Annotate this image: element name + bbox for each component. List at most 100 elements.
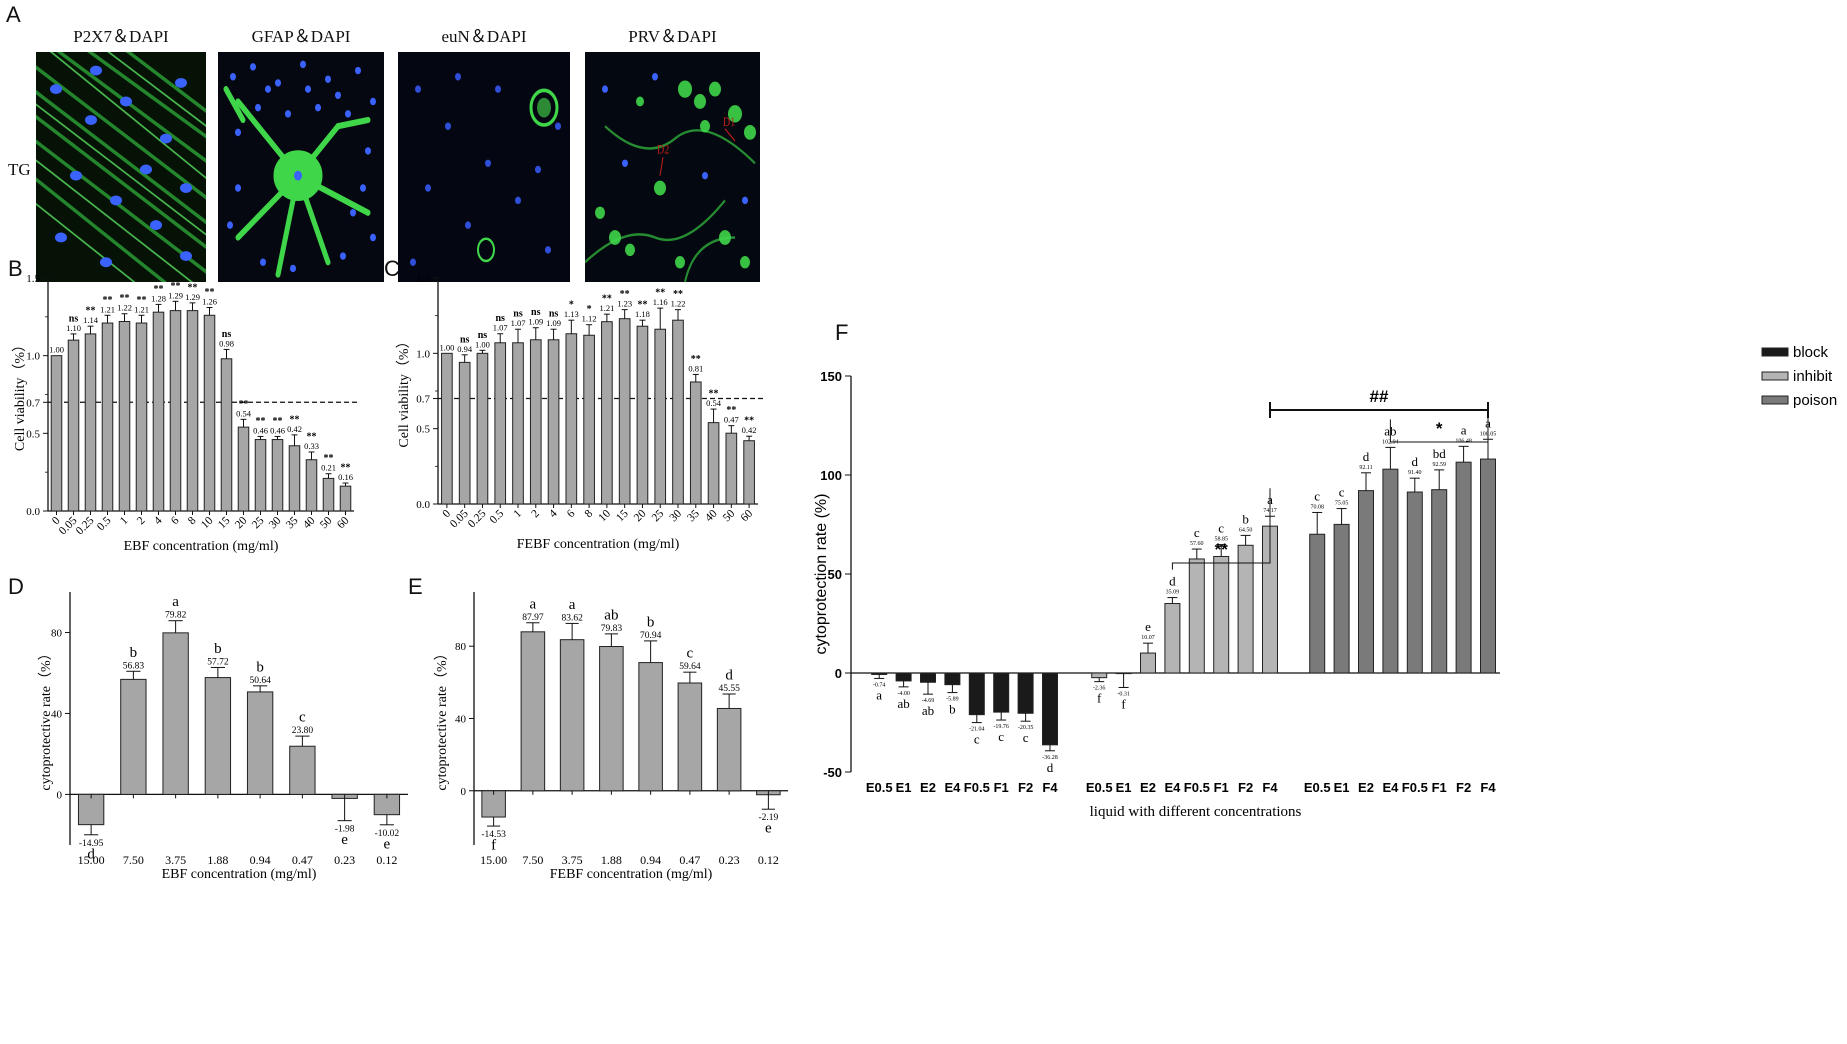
f-xtick-label-poison-7: F4 (1480, 780, 1496, 795)
e-letter-1: a (530, 596, 537, 612)
c-xtick-label-10: 15 (614, 507, 631, 524)
b-xtick-label-3: 0.5 (95, 514, 114, 533)
e-xtick-label-6: 0.23 (719, 853, 740, 867)
f-value-label-poison-0: 70.08 (1310, 504, 1324, 510)
f-value-label-block-2: -4.69 (922, 698, 935, 704)
f-xtick-label-poison-2: E2 (1358, 780, 1374, 795)
c-xtick-label-16: 50 (721, 507, 738, 524)
b-xtick-label-13: 30 (267, 514, 284, 531)
b-sig-8: ** (188, 282, 198, 293)
e-ytick-label-1: 40 (455, 714, 467, 726)
e-bar-4 (638, 662, 663, 792)
f-letter-block-3: b (949, 702, 956, 717)
b-sig-13: ** (273, 416, 283, 427)
d-letter-2: a (172, 594, 179, 610)
b-bar-15 (305, 459, 318, 512)
c-xtick-label-17: 60 (739, 507, 756, 524)
c-value-label-12: 1.16 (653, 297, 668, 307)
micrograph-title-neun: euN＆DAPI (441, 27, 527, 46)
e-bar-3 (599, 646, 624, 792)
c-xtick-label-0: 0 (440, 507, 453, 520)
f-letter-poison-3: ab (1384, 423, 1396, 438)
f-letter-inhibit-5: c (1218, 521, 1224, 536)
f-legend-label-1: inhibit (1793, 368, 1833, 385)
f-value-label-block-0: -0.74 (873, 682, 886, 688)
c-sig-10: ** (620, 289, 630, 300)
b-sig-3: ** (103, 295, 113, 306)
f-xtick-label-block-0: E0.5 (866, 780, 893, 795)
b-value-label-2: 1.14 (83, 315, 99, 325)
d-ytick-label-0: 0 (57, 789, 63, 801)
f-letter-poison-4: d (1412, 454, 1419, 469)
f-bar-block-4 (968, 672, 985, 716)
e-ylabel: cytoprotective rate（%） (434, 646, 450, 790)
c-xtick-label-13: 30 (668, 507, 685, 524)
d-xtick-label-5: 0.47 (292, 853, 313, 867)
f-bar-inhibit-0 (1091, 672, 1108, 679)
c-value-label-15: 0.54 (706, 398, 722, 408)
f-xtick-label-inhibit-1: E1 (1116, 780, 1132, 795)
micrograph-p2x7 (36, 52, 206, 282)
d-xtick-label-2: 3.75 (165, 853, 186, 867)
f-bar-poison-3 (1382, 468, 1399, 674)
f-ytick-label-0: -50 (823, 765, 842, 780)
f-comparison-label-2: * (1436, 419, 1443, 438)
b-xtick-label-5: 2 (135, 514, 148, 527)
c-xtick-label-1: 0.05 (448, 507, 471, 530)
f-xtick-label-inhibit-5: F1 (1214, 780, 1229, 795)
b-xtick-label-1: 0.05 (57, 514, 80, 537)
c-xtick-label-8: 8 (583, 507, 596, 520)
c-sig-15: ** (709, 389, 719, 400)
b-bar-2 (84, 333, 97, 512)
f-value-label-block-5: -19.76 (993, 724, 1009, 730)
panel-letter-c: C (384, 256, 400, 281)
f-value-label-inhibit-1: -0.31 (1117, 691, 1130, 697)
c-bar-11 (636, 325, 649, 505)
c-xtick-label-2: 0.25 (466, 507, 489, 530)
c-xtick-label-5: 2 (529, 507, 542, 520)
d-value-label-6: -1.98 (335, 825, 355, 835)
c-sig-8: * (587, 304, 592, 315)
d-letter-7: e (384, 836, 391, 852)
f-bar-block-0 (871, 672, 888, 675)
c-sig-1: ns (460, 334, 470, 345)
e-letter-5: c (687, 646, 694, 662)
c-value-label-14: 0.81 (688, 363, 703, 373)
b-ytick-label-1: 0.5 (26, 428, 40, 440)
d-value-label-5: 23.80 (292, 726, 314, 736)
e-letter-4: b (647, 614, 655, 630)
c-bar-3 (494, 342, 507, 505)
c-xtick-label-4: 1 (512, 507, 525, 520)
b-xlabel: EBF concentration (mg/ml) (124, 539, 279, 554)
b-value-label-7: 1.29 (168, 290, 183, 300)
f-letter-poison-5: bd (1433, 446, 1447, 461)
f-bar-poison-4 (1406, 491, 1423, 674)
b-xtick-label-2: 0.25 (74, 514, 97, 537)
b-bar-6 (152, 311, 165, 512)
e-xtick-label-0: 15.00 (480, 853, 507, 867)
b-bar-13 (271, 439, 284, 512)
d-xtick-label-7: 0.12 (376, 853, 397, 867)
c-bar-9 (601, 321, 613, 505)
c-sig-5: ns (531, 307, 541, 318)
f-value-label-poison-3: 102.94 (1382, 439, 1399, 445)
e-xtick-label-3: 1.88 (601, 853, 622, 867)
b-bar-1 (67, 339, 80, 512)
f-bar-inhibit-1 (1115, 672, 1132, 675)
f-value-label-inhibit-4: 57.60 (1190, 541, 1204, 547)
f-value-label-inhibit-5: 58.85 (1214, 537, 1228, 543)
f-xtick-label-poison-6: F2 (1456, 780, 1471, 795)
c-bar-16 (725, 432, 738, 505)
c-xtick-label-7: 6 (565, 507, 578, 520)
e-letter-2: a (569, 597, 576, 613)
b-xtick-label-17: 60 (335, 514, 352, 531)
f-bar-poison-0 (1309, 533, 1326, 674)
e-letter-6: d (725, 668, 733, 684)
f-xtick-label-block-6: F2 (1018, 780, 1033, 795)
c-value-label-10: 1.23 (617, 299, 632, 309)
f-bar-inhibit-2 (1140, 652, 1156, 674)
f-bar-inhibit-4 (1188, 558, 1205, 674)
c-value-label-9: 1.21 (599, 303, 614, 313)
c-xtick-label-6: 4 (547, 507, 560, 520)
c-bar-17 (743, 440, 755, 505)
